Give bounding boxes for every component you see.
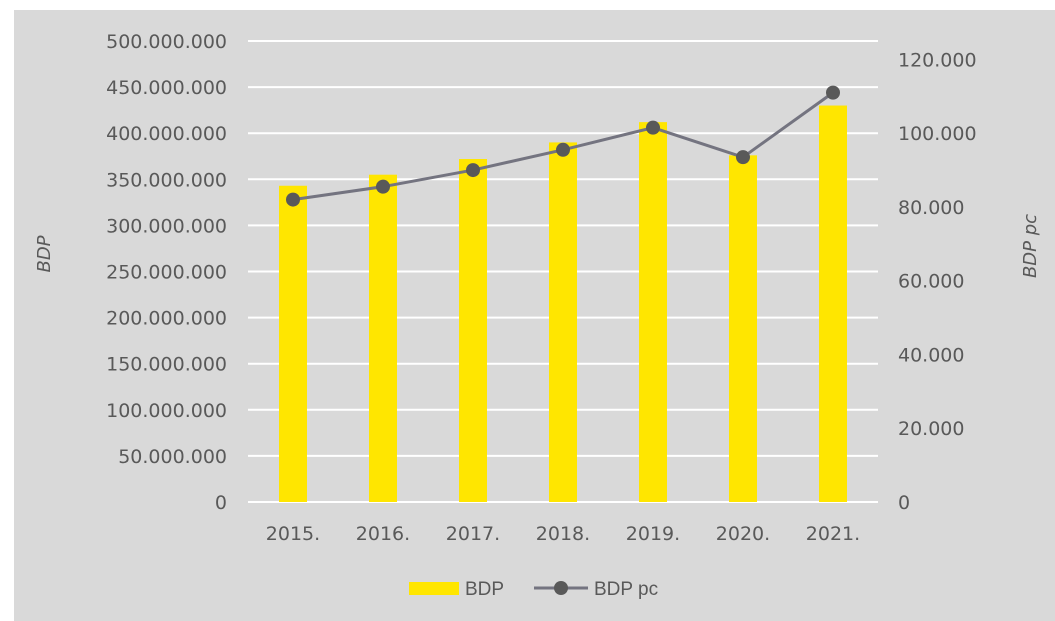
- legend-label-bdp: BDP: [465, 579, 504, 600]
- left-axis-tick-label: 450.000.000: [106, 77, 227, 99]
- line-series: [286, 85, 840, 207]
- right-axis-tick-label: 0: [898, 492, 910, 514]
- right-axis-tick-label: 120.000: [898, 49, 977, 71]
- x-axis-tick-label: 2021.: [806, 523, 860, 545]
- right-axis-title: BDP pc: [1020, 214, 1041, 278]
- bar-bdp: [369, 174, 397, 502]
- right-axis-tick-label: 100.000: [898, 123, 977, 145]
- point-bdp-pc: [376, 179, 390, 194]
- point-bdp-pc: [826, 85, 840, 100]
- left-axis-title: BDP: [34, 235, 55, 272]
- left-axis-tick-label: 300.000.000: [106, 215, 227, 237]
- left-axis-tick-label: 150.000.000: [106, 354, 227, 376]
- bar-bdp: [819, 105, 847, 502]
- point-bdp-pc: [556, 142, 570, 157]
- right-axis-tick-label: 60.000: [898, 271, 964, 293]
- x-axis-ticks: 2015. 2016. 2017. 2018. 2019. 2020. 2021.: [266, 523, 860, 545]
- left-axis-tick-label: 200.000.000: [106, 308, 227, 330]
- x-axis-tick-label: 2020.: [716, 523, 770, 545]
- x-axis-tick-label: 2019.: [626, 523, 680, 545]
- x-axis-tick-label: 2017.: [446, 523, 500, 545]
- legend-swatch-bdp-pc-marker: [554, 581, 568, 595]
- bar-bdp: [639, 122, 667, 503]
- point-bdp-pc: [466, 163, 480, 178]
- bar-bdp: [549, 142, 577, 503]
- left-axis-tick-label: 0: [215, 492, 227, 514]
- legend: BDP BDP pc: [409, 579, 658, 600]
- left-axis-tick-label: 400.000.000: [106, 123, 227, 145]
- bar-bdp: [729, 155, 757, 502]
- right-axis-tick-label: 20.000: [898, 418, 964, 440]
- legend-label-bdp-pc: BDP pc: [594, 579, 658, 600]
- chart-area: 0 50.000.000 100.000.000 150.000.000 200.000…: [14, 10, 1055, 621]
- left-axis-tick-label: 350.000.000: [106, 169, 227, 191]
- combo-chart: 0 50.000.000 100.000.000 150.000.000 200.000…: [34, 31, 1041, 600]
- left-axis-ticks: 0 50.000.000 100.000.000 150.000.000 200.000…: [106, 31, 227, 514]
- x-axis-tick-label: 2016.: [356, 523, 410, 545]
- left-axis-tick-label: 100.000.000: [106, 400, 227, 422]
- point-bdp-pc: [646, 120, 660, 135]
- bar-bdp: [459, 159, 487, 503]
- left-axis-tick-label: 500.000.000: [106, 31, 227, 53]
- right-axis-tick-label: 40.000: [898, 344, 964, 366]
- legend-swatch-bdp: [409, 582, 459, 595]
- left-axis-tick-label: 50.000.000: [118, 446, 227, 468]
- right-axis-tick-label: 80.000: [898, 197, 964, 219]
- left-axis-tick-label: 250.000.000: [106, 262, 227, 284]
- bar-bdp: [279, 185, 307, 502]
- point-bdp-pc: [736, 150, 750, 165]
- point-bdp-pc: [286, 192, 300, 207]
- right-axis-ticks: 0 20.000 40.000 60.000 80.000 100.000 120.000: [898, 49, 977, 514]
- x-axis-tick-label: 2018.: [536, 523, 590, 545]
- bar-series: [279, 105, 847, 503]
- x-axis-tick-label: 2015.: [266, 523, 320, 545]
